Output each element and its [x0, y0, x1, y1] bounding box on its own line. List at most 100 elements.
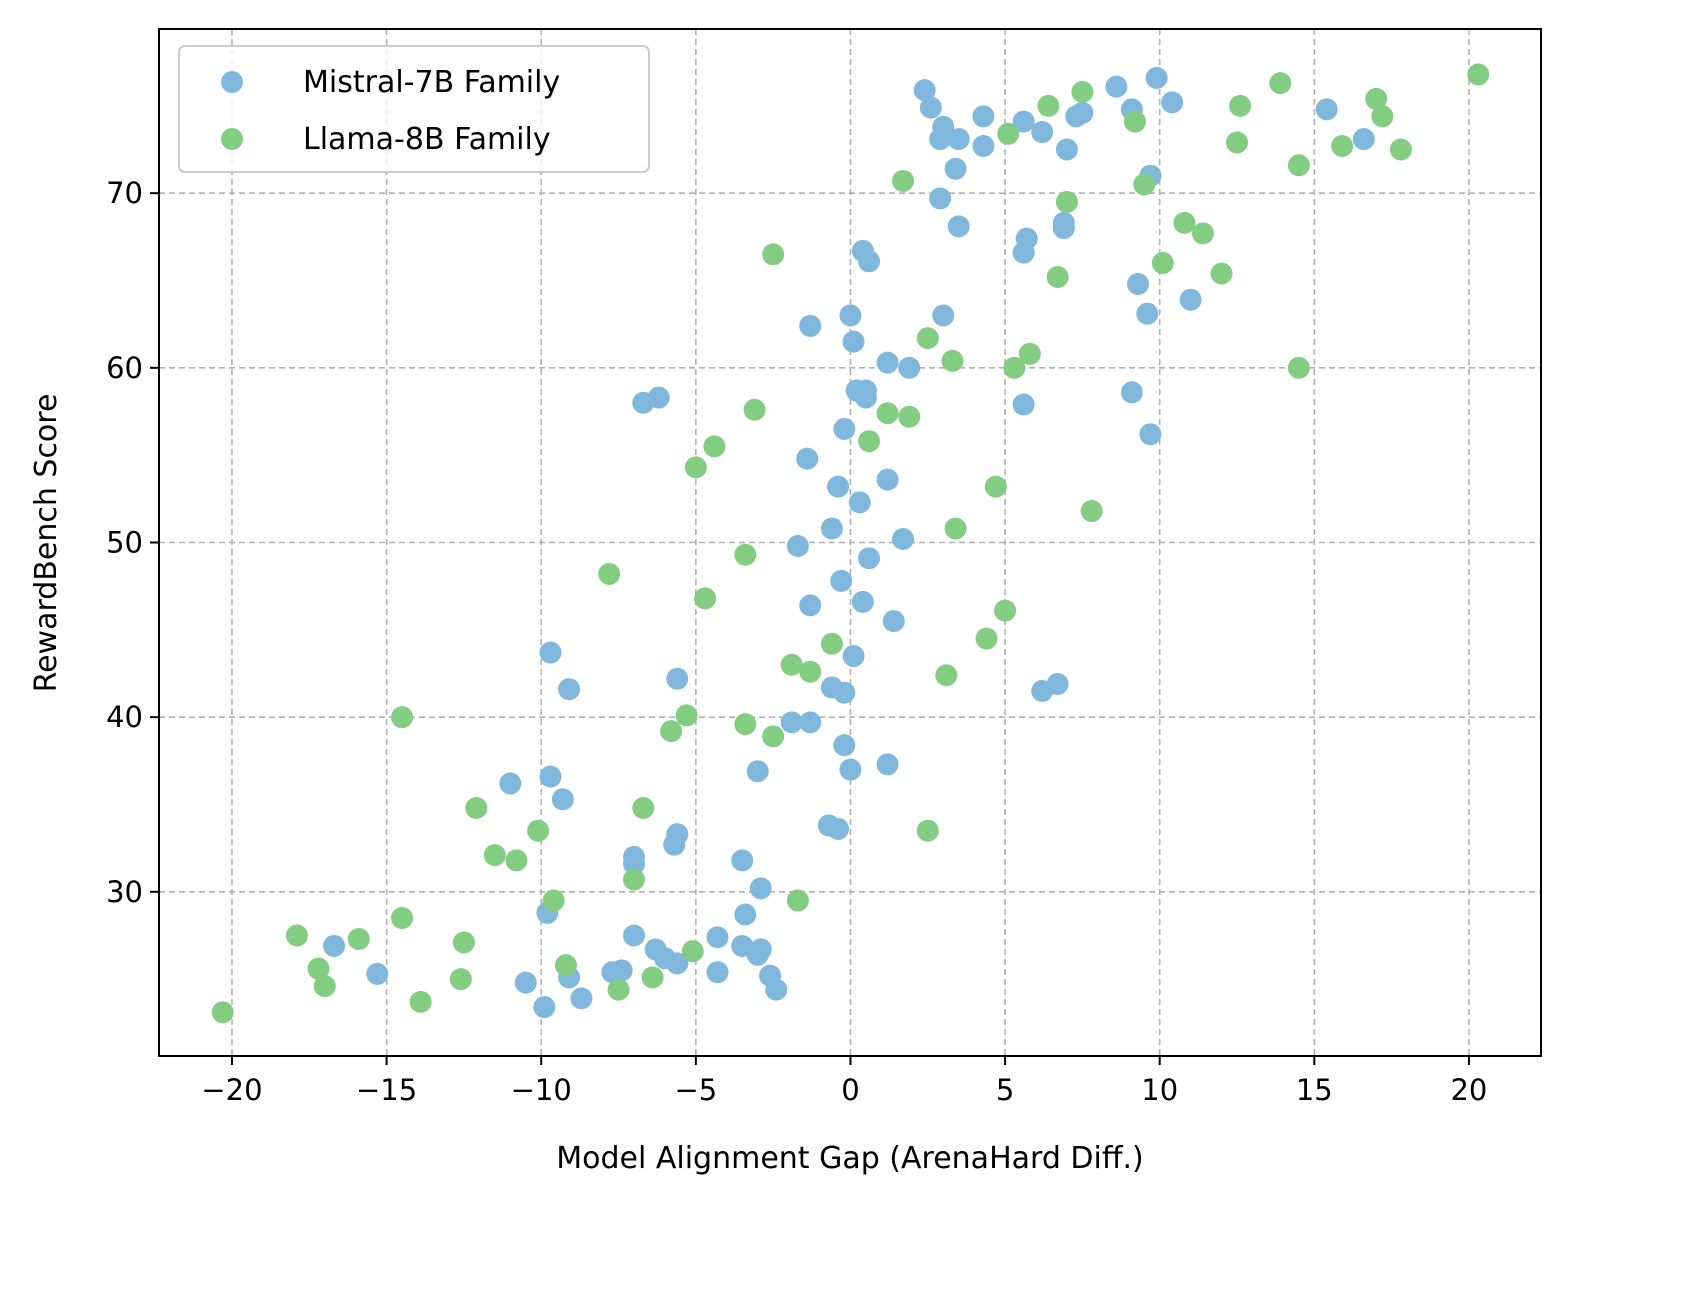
data-point — [647, 386, 670, 409]
data-point — [972, 105, 995, 128]
data-point — [539, 765, 562, 788]
data-point — [1331, 135, 1354, 158]
data-point — [1179, 288, 1202, 311]
data-point — [452, 931, 475, 954]
data-point — [1365, 87, 1388, 110]
data-point — [1052, 217, 1075, 240]
data-point — [1229, 94, 1252, 117]
data-point — [746, 760, 769, 783]
data-point — [947, 215, 970, 238]
data-point — [622, 852, 645, 875]
data-point — [929, 187, 952, 210]
data-point — [1046, 266, 1069, 289]
data-point — [1173, 211, 1196, 234]
data-point — [913, 79, 936, 102]
data-point — [820, 632, 843, 655]
data-point — [851, 590, 874, 613]
data-point — [1139, 423, 1162, 446]
data-point — [1161, 91, 1184, 114]
data-point — [622, 924, 645, 947]
data-point — [1287, 154, 1310, 177]
data-point — [997, 122, 1020, 145]
data-point — [666, 952, 689, 975]
data-point — [391, 907, 414, 930]
data-point — [539, 641, 562, 664]
y-tick-label: 40 — [106, 700, 143, 734]
data-point — [409, 990, 432, 1013]
data-point — [765, 978, 788, 1001]
x-tick-label: −10 — [511, 1073, 572, 1107]
data-point — [734, 903, 757, 926]
data-point — [1055, 190, 1078, 213]
data-point — [1467, 63, 1490, 86]
data-point — [839, 304, 862, 327]
data-point — [929, 128, 952, 151]
data-point — [749, 938, 772, 961]
data-point — [830, 569, 853, 592]
data-point — [1105, 75, 1128, 98]
data-point — [1389, 138, 1412, 161]
data-point — [1012, 241, 1035, 264]
data-point — [796, 447, 819, 470]
data-point — [1226, 131, 1249, 154]
data-point — [876, 753, 899, 776]
data-point — [876, 468, 899, 491]
data-point — [285, 924, 308, 947]
data-point — [916, 819, 939, 842]
data-point — [1136, 302, 1159, 325]
data-point — [858, 430, 881, 453]
data-point — [972, 135, 995, 158]
data-point — [607, 978, 630, 1001]
x-tick-label: −20 — [201, 1073, 262, 1107]
data-point — [799, 314, 822, 337]
data-point — [323, 934, 346, 957]
data-points — [211, 63, 1490, 1024]
data-point — [820, 517, 843, 540]
data-point — [1012, 110, 1035, 133]
data-point — [706, 926, 729, 949]
data-point — [660, 720, 683, 743]
data-point — [499, 772, 522, 795]
data-point — [1315, 98, 1338, 121]
data-point — [994, 599, 1017, 622]
data-point — [366, 962, 389, 985]
data-point — [749, 877, 772, 900]
data-point — [854, 386, 877, 409]
legend-label-mistral: Mistral-7B Family — [303, 65, 560, 100]
data-point — [666, 667, 689, 690]
data-point — [554, 954, 577, 977]
legend-label-llama: Llama-8B Family — [303, 122, 551, 157]
y-axis-label: RewardBench Score — [29, 394, 64, 693]
y-tick-label: 30 — [106, 875, 143, 909]
data-point — [734, 713, 757, 736]
data-point — [1031, 121, 1054, 144]
data-point — [882, 610, 905, 633]
data-point — [786, 889, 809, 912]
data-point — [984, 475, 1007, 498]
data-point — [858, 250, 881, 273]
data-point — [622, 868, 645, 891]
data-point — [1037, 94, 1060, 117]
data-point — [542, 889, 565, 912]
data-point — [839, 758, 862, 781]
data-point — [892, 528, 915, 551]
data-point — [876, 402, 899, 425]
x-tick-label: 0 — [841, 1073, 859, 1107]
data-point — [1080, 500, 1103, 523]
data-point — [1120, 381, 1143, 404]
data-point — [347, 927, 370, 950]
data-point — [842, 645, 865, 668]
data-point — [743, 398, 766, 421]
x-tick-label: −5 — [674, 1073, 717, 1107]
data-point — [780, 711, 803, 734]
data-point — [941, 349, 964, 372]
data-point — [932, 304, 955, 327]
data-point — [1371, 105, 1394, 128]
data-point — [842, 330, 865, 353]
y-tick-label: 60 — [106, 351, 143, 385]
y-axis-ticks: 30 40 50 60 70 — [106, 176, 159, 909]
grid — [159, 29, 1541, 1056]
data-point — [975, 627, 998, 650]
x-tick-label: 10 — [1141, 1073, 1178, 1107]
data-point — [1071, 80, 1094, 103]
